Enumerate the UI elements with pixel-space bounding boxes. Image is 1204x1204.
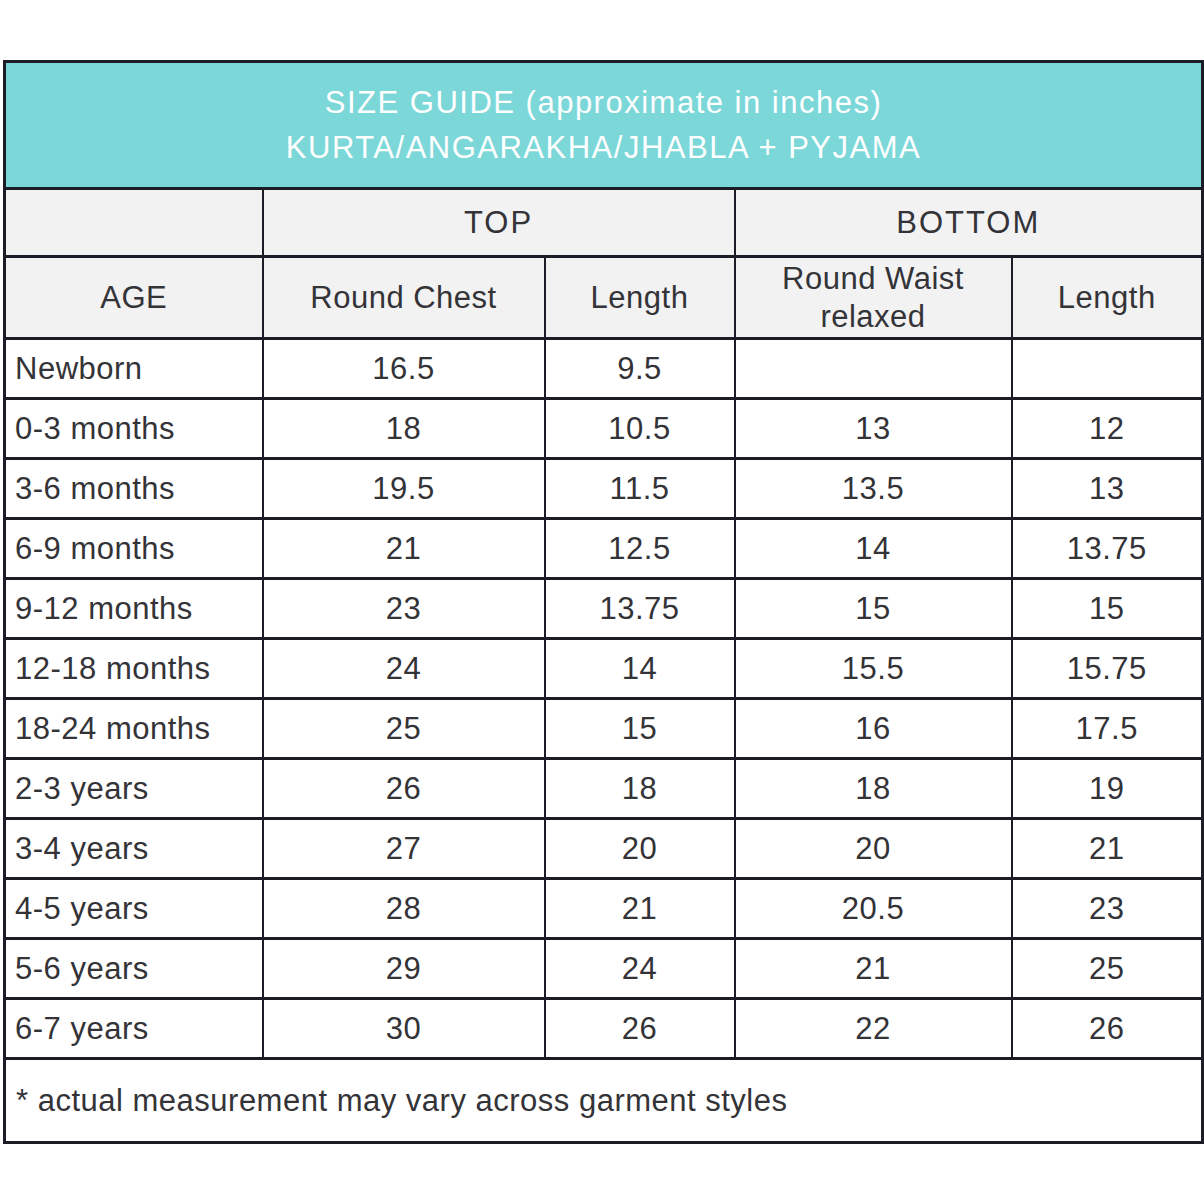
table-row-2-3-years: 2-3 years 26 18 18 19	[5, 759, 1203, 819]
round-waist-cell: 16	[735, 699, 1012, 759]
size-guide-image: SIZE GUIDE (approximate in inches) KURTA…	[0, 0, 1204, 1144]
bottom-length-cell: 25	[1012, 939, 1203, 999]
bottom-length-cell: 19	[1012, 759, 1203, 819]
top-length-cell: 9.5	[545, 339, 735, 399]
table-row-12-18-months: 12-18 months 24 14 15.5 15.75	[5, 639, 1203, 699]
top-length-cell: 18	[545, 759, 735, 819]
top-length-cell: 21	[545, 879, 735, 939]
bottom-length-cell: 15.75	[1012, 639, 1203, 699]
round-chest-cell: 18	[263, 399, 545, 459]
round-chest-cell: 16.5	[263, 339, 545, 399]
top-length-cell: 13.75	[545, 579, 735, 639]
round-chest-cell: 26	[263, 759, 545, 819]
group-header-top: TOP	[263, 189, 735, 257]
top-length-cell: 24	[545, 939, 735, 999]
age-cell: 9-12 months	[5, 579, 263, 639]
table-row-newborn: Newborn 16.5 9.5	[5, 339, 1203, 399]
group-header-spacer-cell	[5, 189, 263, 257]
round-waist-cell: 21	[735, 939, 1012, 999]
column-header-row: AGE Round Chest Length Round Waist relax…	[5, 257, 1203, 339]
round-waist-cell: 20	[735, 819, 1012, 879]
top-length-cell: 11.5	[545, 459, 735, 519]
round-chest-cell: 27	[263, 819, 545, 879]
bottom-length-cell: 13.75	[1012, 519, 1203, 579]
title-row: SIZE GUIDE (approximate in inches) KURTA…	[5, 62, 1203, 189]
round-waist-cell: 13.5	[735, 459, 1012, 519]
age-cell: 18-24 months	[5, 699, 263, 759]
table-row-4-5-years: 4-5 years 28 21 20.5 23	[5, 879, 1203, 939]
age-cell: 0-3 months	[5, 399, 263, 459]
round-waist-cell: 15.5	[735, 639, 1012, 699]
round-chest-cell: 19.5	[263, 459, 545, 519]
column-header-top-length: Length	[545, 257, 735, 339]
top-length-cell: 26	[545, 999, 735, 1059]
age-cell: 4-5 years	[5, 879, 263, 939]
bottom-length-cell: 21	[1012, 819, 1203, 879]
column-header-age: AGE	[5, 257, 263, 339]
top-length-cell: 15	[545, 699, 735, 759]
table-row-0-3-months: 0-3 months 18 10.5 13 12	[5, 399, 1203, 459]
round-waist-cell: 15	[735, 579, 1012, 639]
table-row-3-4-years: 3-4 years 27 20 20 21	[5, 819, 1203, 879]
table-row-9-12-months: 9-12 months 23 13.75 15 15	[5, 579, 1203, 639]
age-cell: 3-4 years	[5, 819, 263, 879]
round-waist-header-line-2: relaxed	[736, 298, 1011, 335]
round-waist-cell: 20.5	[735, 879, 1012, 939]
round-waist-cell	[735, 339, 1012, 399]
table-row-18-24-months: 18-24 months 25 15 16 17.5	[5, 699, 1203, 759]
bottom-length-cell: 13	[1012, 459, 1203, 519]
age-cell: 3-6 months	[5, 459, 263, 519]
table-row-6-7-years: 6-7 years 30 26 22 26	[5, 999, 1203, 1059]
bottom-length-cell	[1012, 339, 1203, 399]
age-cell: 6-9 months	[5, 519, 263, 579]
round-waist-cell: 14	[735, 519, 1012, 579]
size-guide-table: SIZE GUIDE (approximate in inches) KURTA…	[3, 60, 1204, 1144]
round-chest-cell: 28	[263, 879, 545, 939]
top-length-cell: 10.5	[545, 399, 735, 459]
round-chest-cell: 21	[263, 519, 545, 579]
bottom-length-cell: 12	[1012, 399, 1203, 459]
round-chest-cell: 23	[263, 579, 545, 639]
column-header-round-waist: Round Waist relaxed	[735, 257, 1012, 339]
table-row-5-6-years: 5-6 years 29 24 21 25	[5, 939, 1203, 999]
round-chest-cell: 25	[263, 699, 545, 759]
group-header-row: TOP BOTTOM	[5, 189, 1203, 257]
round-chest-cell: 29	[263, 939, 545, 999]
round-waist-header-line-1: Round Waist	[736, 260, 1011, 297]
bottom-length-cell: 15	[1012, 579, 1203, 639]
round-waist-cell: 13	[735, 399, 1012, 459]
round-waist-cell: 22	[735, 999, 1012, 1059]
column-header-bottom-length: Length	[1012, 257, 1203, 339]
age-cell: 2-3 years	[5, 759, 263, 819]
bottom-length-cell: 26	[1012, 999, 1203, 1059]
age-cell: 12-18 months	[5, 639, 263, 699]
table-row-3-6-months: 3-6 months 19.5 11.5 13.5 13	[5, 459, 1203, 519]
footnote-row: * actual measurement may vary across gar…	[5, 1059, 1203, 1143]
title-line-1: SIZE GUIDE (approximate in inches)	[6, 80, 1201, 125]
bottom-length-cell: 17.5	[1012, 699, 1203, 759]
top-length-cell: 14	[545, 639, 735, 699]
top-length-cell: 12.5	[545, 519, 735, 579]
size-guide-title-banner: SIZE GUIDE (approximate in inches) KURTA…	[5, 62, 1203, 189]
round-chest-cell: 24	[263, 639, 545, 699]
round-waist-cell: 18	[735, 759, 1012, 819]
group-header-bottom: BOTTOM	[735, 189, 1203, 257]
footnote: * actual measurement may vary across gar…	[5, 1059, 1203, 1143]
top-length-cell: 20	[545, 819, 735, 879]
age-cell: 5-6 years	[5, 939, 263, 999]
table-row-6-9-months: 6-9 months 21 12.5 14 13.75	[5, 519, 1203, 579]
age-cell: Newborn	[5, 339, 263, 399]
round-chest-cell: 30	[263, 999, 545, 1059]
title-line-2: KURTA/ANGARAKHA/JHABLA + PYJAMA	[6, 125, 1201, 170]
age-cell: 6-7 years	[5, 999, 263, 1059]
column-header-round-chest: Round Chest	[263, 257, 545, 339]
bottom-length-cell: 23	[1012, 879, 1203, 939]
